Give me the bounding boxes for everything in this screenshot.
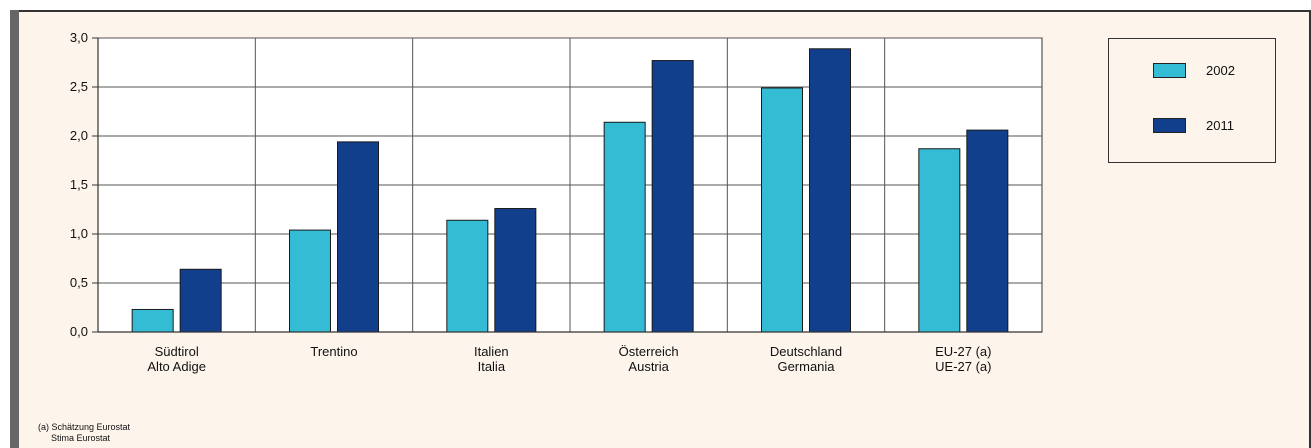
x-tick-label: Österreich	[619, 344, 679, 359]
bar-2011-1	[337, 141, 379, 333]
bar-2011-5	[966, 129, 1009, 333]
bar-2011-3	[651, 60, 694, 333]
bar-2011-4	[809, 48, 851, 333]
y-tick-label: 1,0	[70, 226, 88, 241]
axes	[92, 37, 1042, 333]
x-tick-label: EU-27 (a)	[935, 344, 991, 359]
bar-2002-0	[131, 308, 174, 333]
y-tick-label: 0,0	[70, 324, 88, 339]
legend: 2002 2011	[1108, 38, 1276, 163]
bar-2011-0	[179, 268, 222, 333]
legend-item-2002: 2002	[1153, 63, 1235, 78]
y-tick-label: 0,5	[70, 275, 88, 290]
x-tick-label: Austria	[628, 359, 669, 374]
y-tick-label: 2,5	[70, 79, 88, 94]
bar-2002-2	[446, 219, 489, 333]
grid-lines	[98, 37, 1042, 333]
bar-2002-4	[761, 87, 803, 333]
bar-2002-1	[289, 229, 331, 333]
bars	[131, 48, 1009, 333]
legend-label-2011: 2011	[1206, 118, 1234, 133]
y-tick-label: 1,5	[70, 177, 88, 192]
x-tick-label: UE-27 (a)	[935, 359, 991, 374]
bar-2011-2	[494, 208, 537, 333]
x-tick-label: Italia	[478, 359, 506, 374]
y-tick-label: 2,0	[70, 128, 88, 143]
bar-2002-5	[918, 148, 961, 333]
legend-swatch-2011	[1153, 118, 1186, 133]
x-tick-label: Deutschland	[770, 344, 842, 359]
x-tick-label: Trentino	[310, 344, 357, 359]
bar-2002-3	[603, 121, 646, 333]
legend-swatch-2002	[1153, 63, 1186, 78]
footnote: (a) Schätzung Eurostat Stima Eurostat	[38, 422, 130, 444]
footnote-line-1: (a) Schätzung Eurostat	[38, 422, 131, 432]
side-accent-bar	[10, 10, 19, 448]
x-tick-label: Alto Adige	[147, 359, 206, 374]
y-tick-label: 3,0	[70, 30, 88, 45]
legend-label-2002: 2002	[1206, 63, 1235, 78]
footnote-line-2: Stima Eurostat	[51, 433, 111, 443]
legend-item-2011: 2011	[1153, 118, 1234, 133]
x-tick-label: Germania	[777, 359, 835, 374]
x-tick-label: Italien	[474, 344, 509, 359]
x-tick-label: Südtirol	[155, 344, 199, 359]
